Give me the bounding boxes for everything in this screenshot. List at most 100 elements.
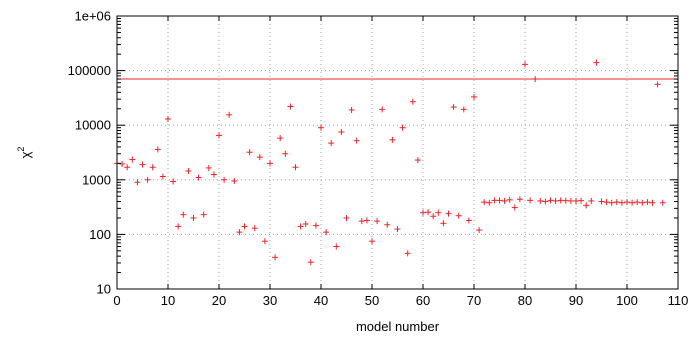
data-point — [343, 214, 350, 221]
data-point — [471, 93, 477, 100]
data-point — [358, 218, 365, 225]
data-point — [323, 229, 330, 236]
data-point — [261, 238, 268, 245]
data-point — [450, 104, 457, 111]
data-point — [159, 173, 166, 180]
data-point — [420, 209, 426, 216]
data-point — [287, 103, 294, 110]
data-point — [425, 209, 432, 216]
data-point — [654, 81, 661, 88]
data-point — [618, 199, 625, 206]
data-point — [333, 243, 340, 250]
data-point — [649, 199, 656, 206]
data-point — [598, 198, 605, 205]
data-point — [267, 160, 273, 167]
data-point — [353, 137, 360, 144]
x-tick-label: 50 — [365, 293, 379, 308]
data-point — [491, 197, 498, 204]
x-tick-label: 40 — [314, 293, 328, 308]
data-point — [246, 149, 253, 156]
data-point — [629, 199, 636, 206]
x-axis-title: model number — [356, 319, 440, 334]
data-point — [134, 179, 141, 186]
x-tick-label: 60 — [416, 293, 430, 308]
data-point — [379, 106, 386, 113]
axis-ticks — [116, 15, 679, 290]
data-point — [501, 197, 508, 204]
data-point — [588, 197, 595, 204]
data-point — [465, 217, 472, 224]
data-point — [236, 229, 243, 236]
data-point — [272, 254, 279, 261]
data-point — [435, 209, 442, 216]
data-point — [302, 221, 309, 228]
data-point — [537, 197, 544, 204]
data-point — [394, 226, 401, 233]
data-point — [277, 135, 284, 142]
y-axis-title: χ2 — [16, 147, 33, 159]
x-tick-label: 10 — [161, 293, 175, 308]
data-point — [481, 199, 488, 206]
data-point — [389, 136, 396, 143]
data-point — [496, 197, 503, 204]
y-tick-label: 100000 — [68, 63, 111, 78]
data-point — [165, 115, 171, 122]
data-point — [256, 154, 263, 161]
data-point — [430, 213, 437, 220]
data-point — [578, 197, 585, 204]
data-point — [593, 59, 600, 66]
data-point — [573, 197, 579, 204]
data-point — [119, 160, 126, 167]
data-point — [659, 199, 666, 206]
data-point — [149, 164, 156, 171]
data-point — [363, 217, 370, 224]
data-point — [200, 211, 207, 218]
data-point — [241, 223, 248, 230]
data-point — [476, 227, 483, 234]
data-point — [532, 76, 539, 83]
data-point — [542, 198, 549, 205]
data-point — [562, 197, 569, 204]
data-point — [374, 218, 381, 225]
data-point — [292, 164, 299, 171]
data-point — [583, 202, 590, 209]
data-point — [369, 238, 375, 245]
data-point — [216, 132, 222, 139]
data-point — [414, 157, 421, 164]
data-point — [251, 225, 258, 232]
y-tick-label: 1e+06 — [74, 9, 111, 24]
data-point — [328, 140, 335, 147]
data-point — [338, 129, 345, 136]
tick-labels: 0 10 20 30 40 50 60 70 80 90 100 110101001000100001… — [68, 9, 689, 309]
data-point — [440, 220, 447, 227]
data-point — [624, 199, 630, 206]
data-point — [506, 196, 513, 203]
plot-frame — [116, 15, 679, 290]
x-tick-label: 110 — [668, 293, 689, 308]
data-point — [129, 156, 136, 163]
x-tick-label: 80 — [518, 293, 532, 308]
x-tick-label: 30 — [263, 293, 277, 308]
y-tick-label: 100 — [89, 227, 111, 242]
data-point — [124, 164, 131, 171]
data-point — [399, 124, 406, 131]
data-point — [318, 124, 324, 131]
data-point — [613, 199, 620, 206]
data-point — [170, 178, 177, 185]
data-point — [226, 111, 233, 118]
data-point — [603, 199, 610, 206]
grid-lines — [117, 16, 678, 289]
data-point — [522, 61, 528, 68]
data-point — [445, 210, 452, 217]
data-point — [557, 197, 564, 204]
data-point — [634, 199, 641, 206]
data-point — [552, 197, 559, 204]
data-point — [307, 259, 314, 266]
data-point — [460, 106, 467, 113]
data-point — [547, 197, 554, 204]
x-tick-label: 0 — [113, 293, 120, 308]
x-tick-label: 20 — [212, 293, 226, 308]
data-point — [139, 161, 146, 168]
data-point — [297, 223, 304, 230]
